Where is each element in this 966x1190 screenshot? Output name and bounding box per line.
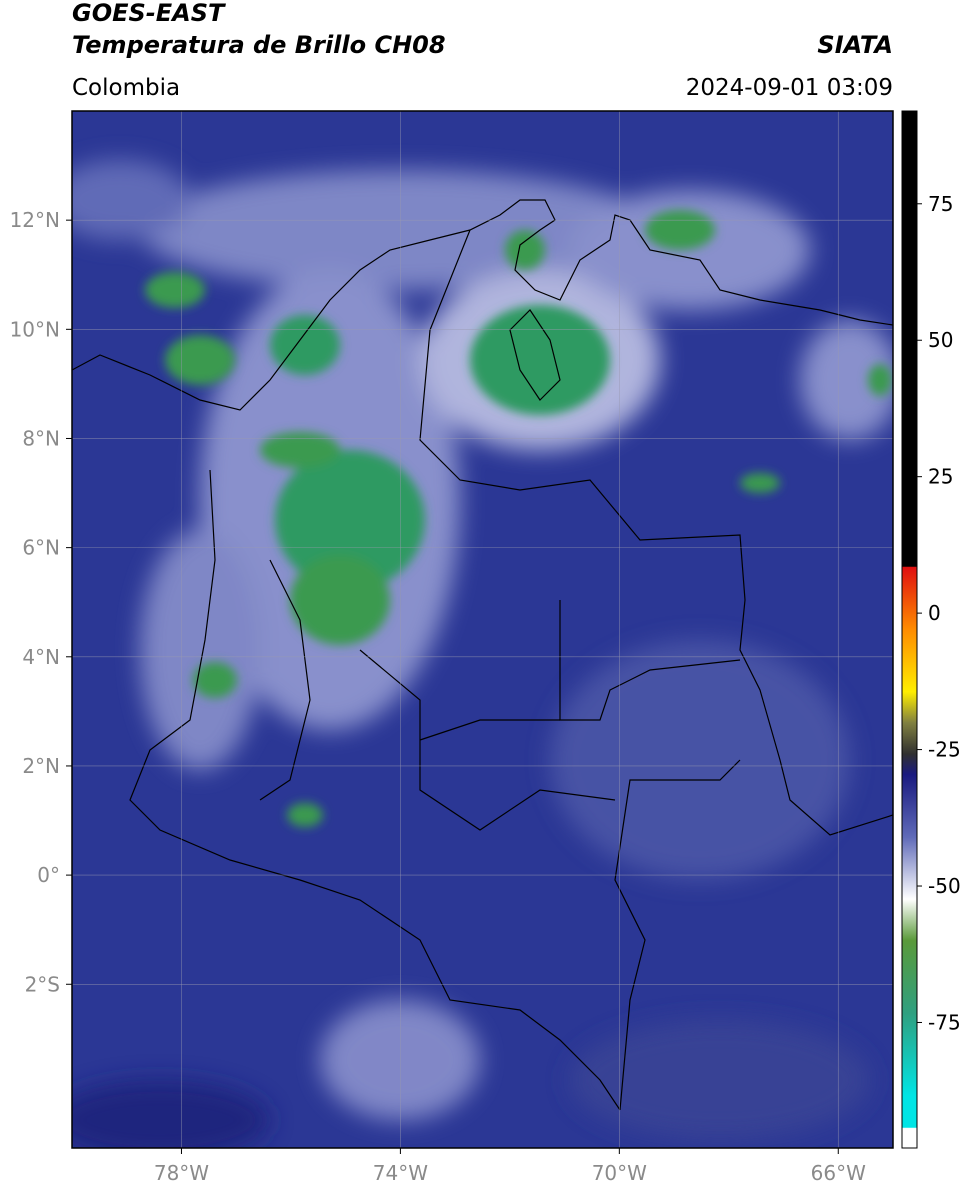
map-frame <box>71 110 894 1149</box>
subtitle: Temperatura de Brillo CH08 <box>72 31 446 59</box>
lat-tick-label: 4°N <box>22 645 60 669</box>
colorbar-tick-label: -50 <box>928 874 961 898</box>
colorbar-tick-label: 75 <box>928 192 953 216</box>
lon-tick-label: 70°W <box>592 1161 647 1185</box>
lat-tick-label: 2°S <box>25 972 60 996</box>
graticule <box>72 111 893 1148</box>
lat-tick-label: 6°N <box>22 536 60 560</box>
title: GOES-EAST <box>72 0 226 27</box>
satellite-image <box>72 111 893 1148</box>
colorbar-tick-label: -25 <box>928 738 961 762</box>
colorbar-tick-label: 50 <box>928 328 953 352</box>
timestamp: 2024-09-01 03:09 <box>686 75 893 101</box>
colorbar <box>901 110 918 1149</box>
lat-tick-label: 10°N <box>10 317 60 341</box>
lon-tick-label: 74°W <box>373 1161 428 1185</box>
lat-tick-label: 0° <box>37 863 60 887</box>
lon-tick-label: 78°W <box>154 1161 209 1185</box>
colorbar-tick-label: 25 <box>928 465 953 489</box>
colorbar-tick-label: 0 <box>928 601 941 625</box>
lon-tick-label: 66°W <box>811 1161 866 1185</box>
borders <box>72 199 893 1111</box>
source: SIATA <box>817 31 893 59</box>
lat-tick-label: 12°N <box>10 208 60 232</box>
lat-tick-label: 8°N <box>22 426 60 450</box>
colorbar-tick-label: -75 <box>928 1010 961 1034</box>
region: Colombia <box>72 75 180 101</box>
lat-tick-label: 2°N <box>22 754 60 778</box>
